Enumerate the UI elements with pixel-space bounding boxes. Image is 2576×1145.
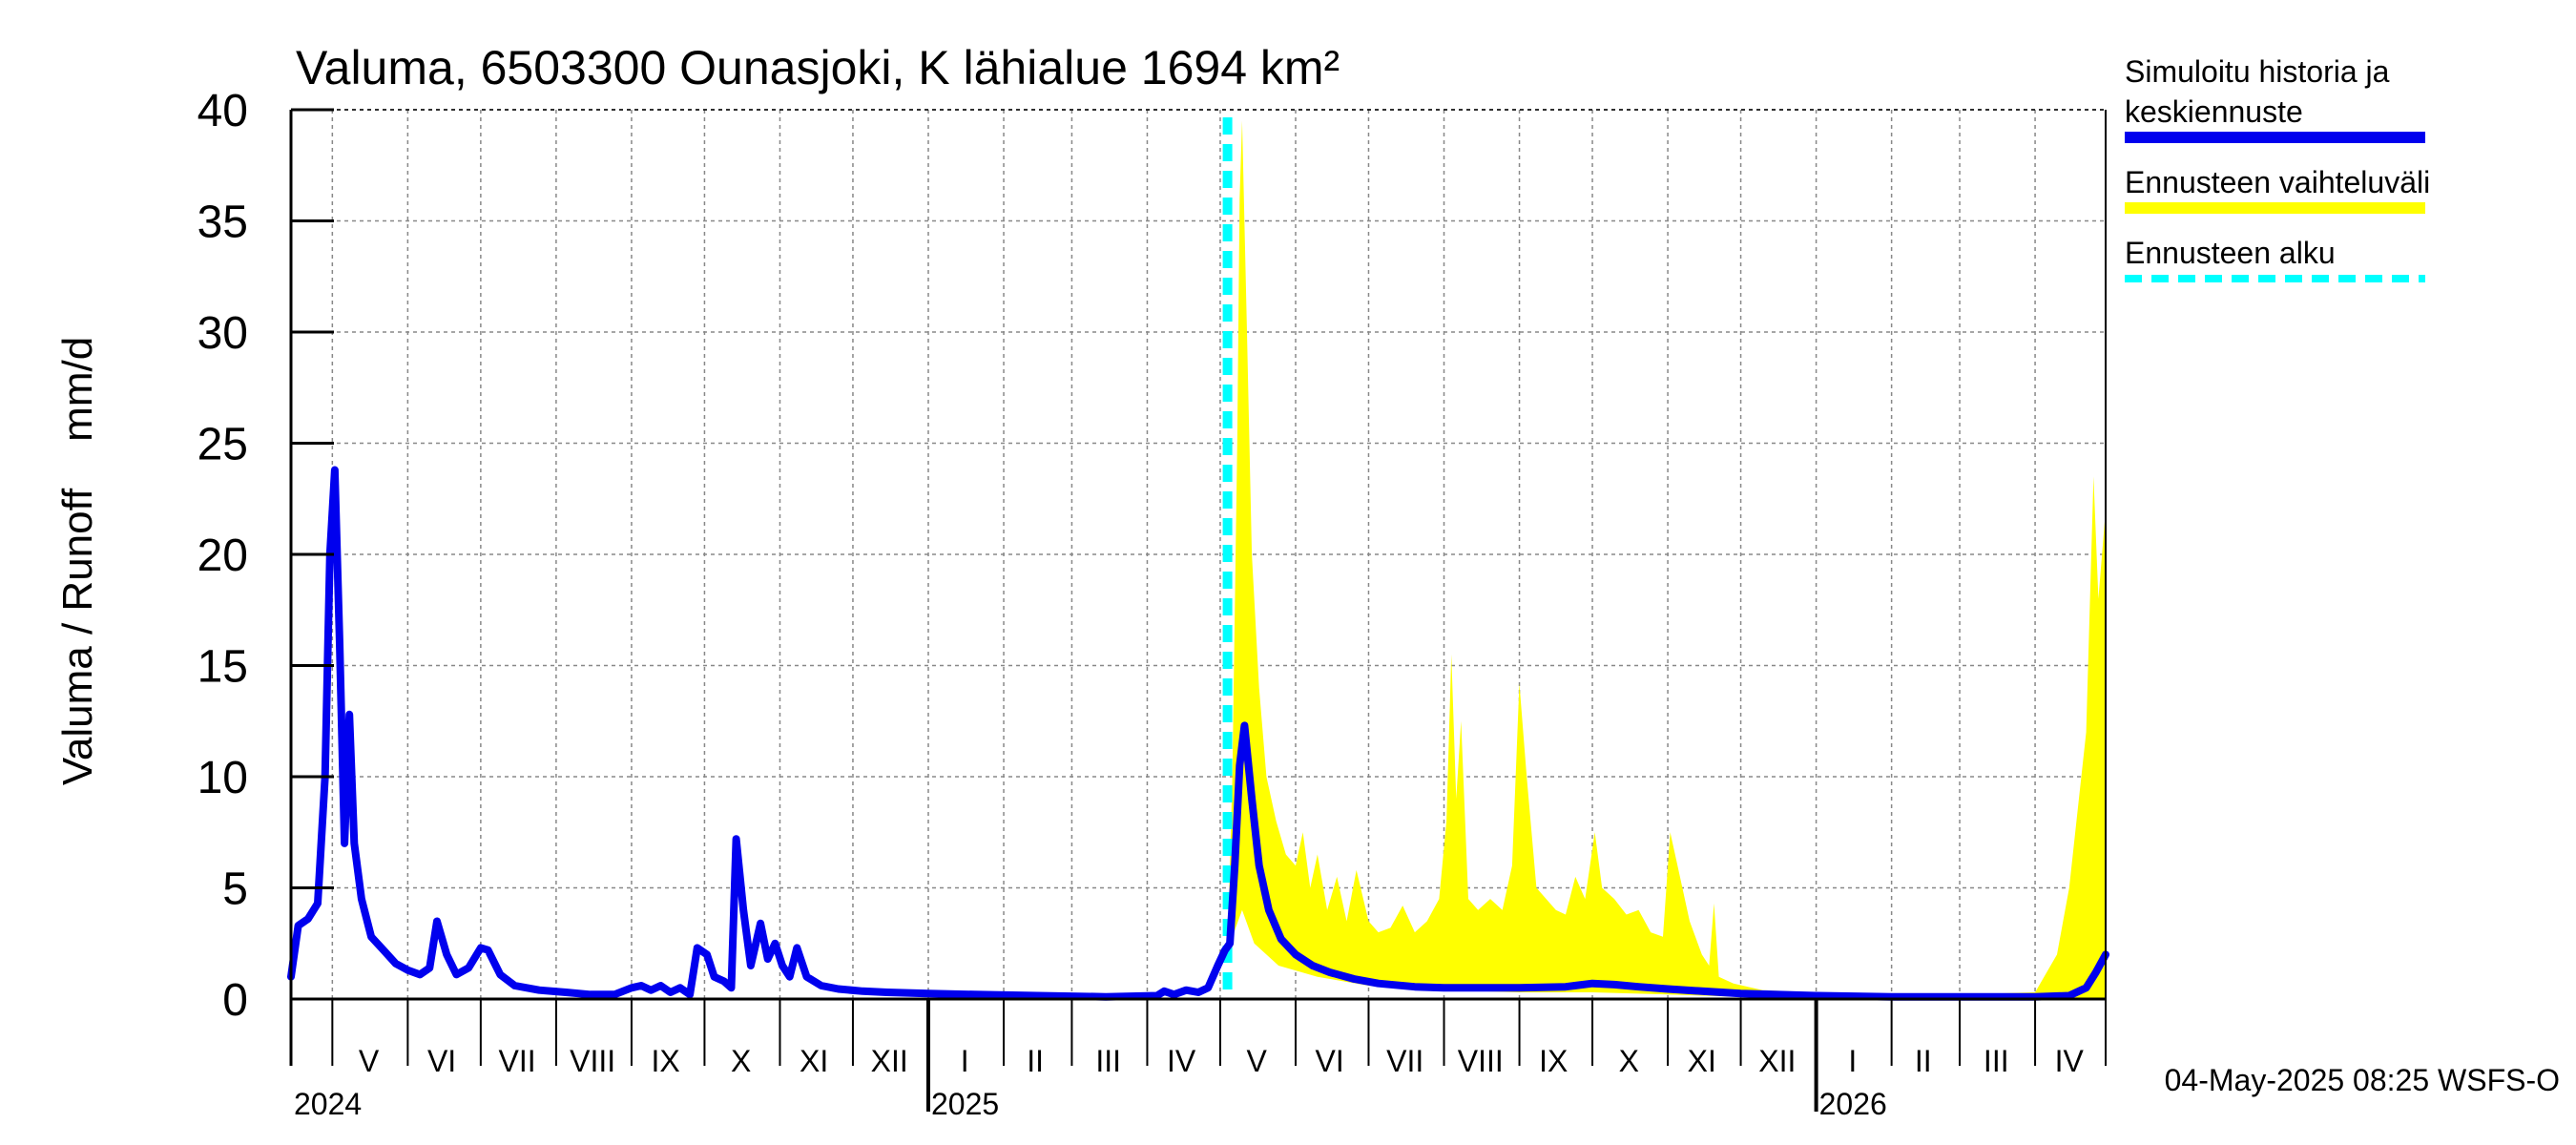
month-label: VIII — [570, 1044, 615, 1078]
y-tick-label: 35 — [197, 198, 248, 248]
legend-label-range: Ennusteen vaihteluväli — [2125, 165, 2430, 199]
month-label: IV — [2055, 1044, 2085, 1078]
month-label: V — [359, 1044, 380, 1078]
chart-title: Valuma, 6503300 Ounasjoki, K lähialue 16… — [296, 41, 1340, 94]
y-axis-label: Valuma / Runoff mm/d — [54, 337, 101, 785]
forecast-range-band — [1227, 120, 2106, 998]
legend-label-history-line1: Simuloitu historia ja — [2125, 54, 2390, 89]
y-tick-label: 5 — [222, 864, 248, 915]
y-tick-label: 30 — [197, 308, 248, 359]
timestamp-footer: 04-May-2025 08:25 WSFS-O — [2165, 1063, 2560, 1097]
month-label: I — [961, 1044, 969, 1078]
y-axis-ticks: 0 5 10 15 20 25 30 35 40 — [197, 86, 248, 1026]
month-label: IX — [652, 1044, 680, 1078]
month-label: XII — [1758, 1044, 1796, 1078]
month-label: IV — [1167, 1044, 1196, 1078]
month-label: II — [1915, 1044, 1932, 1078]
year-label: 2026 — [1819, 1087, 1887, 1121]
y-tick-label: 10 — [197, 753, 248, 803]
y-tick-label: 0 — [222, 975, 248, 1026]
month-label: I — [1848, 1044, 1857, 1078]
month-label: XI — [1688, 1044, 1716, 1078]
runoff-line — [287, 466, 2109, 1001]
month-label: VI — [1316, 1044, 1344, 1078]
legend-label-forecast-start: Ennusteen alku — [2125, 236, 2336, 270]
y-tick-label: 40 — [197, 86, 248, 136]
year-label: 2025 — [931, 1087, 999, 1121]
month-label: VII — [499, 1044, 536, 1078]
month-label: III — [1984, 1044, 2009, 1078]
month-label: V — [1247, 1044, 1268, 1078]
month-label: X — [1619, 1044, 1639, 1078]
y-tick-label: 20 — [197, 531, 248, 581]
year-label: 2024 — [294, 1087, 362, 1121]
legend-label-history-line2: keskiennuste — [2125, 94, 2303, 129]
axes — [289, 108, 2107, 1112]
month-label: VI — [427, 1044, 456, 1078]
month-label: XII — [871, 1044, 908, 1078]
x-axis-month-labels: V VI VII VIII IX X XI XII I II III IV V VI VII VIII IX X X… — [359, 1044, 2085, 1078]
month-label: XI — [800, 1044, 828, 1078]
range-band-area — [1227, 120, 2106, 998]
legend: Simuloitu historia ja keskiennuste Ennus… — [2125, 54, 2430, 282]
runoff-series-line — [287, 466, 2109, 1001]
plot-area — [287, 108, 2109, 1112]
month-label: VII — [1386, 1044, 1423, 1078]
y-tick-label: 25 — [197, 420, 248, 470]
month-label: III — [1095, 1044, 1121, 1078]
month-label: VIII — [1458, 1044, 1504, 1078]
month-label: IX — [1539, 1044, 1568, 1078]
month-label: X — [731, 1044, 751, 1078]
x-axis-year-labels: 2024 2025 2026 — [294, 1087, 1887, 1121]
month-label: II — [1027, 1044, 1044, 1078]
y-tick-label: 15 — [197, 642, 248, 693]
